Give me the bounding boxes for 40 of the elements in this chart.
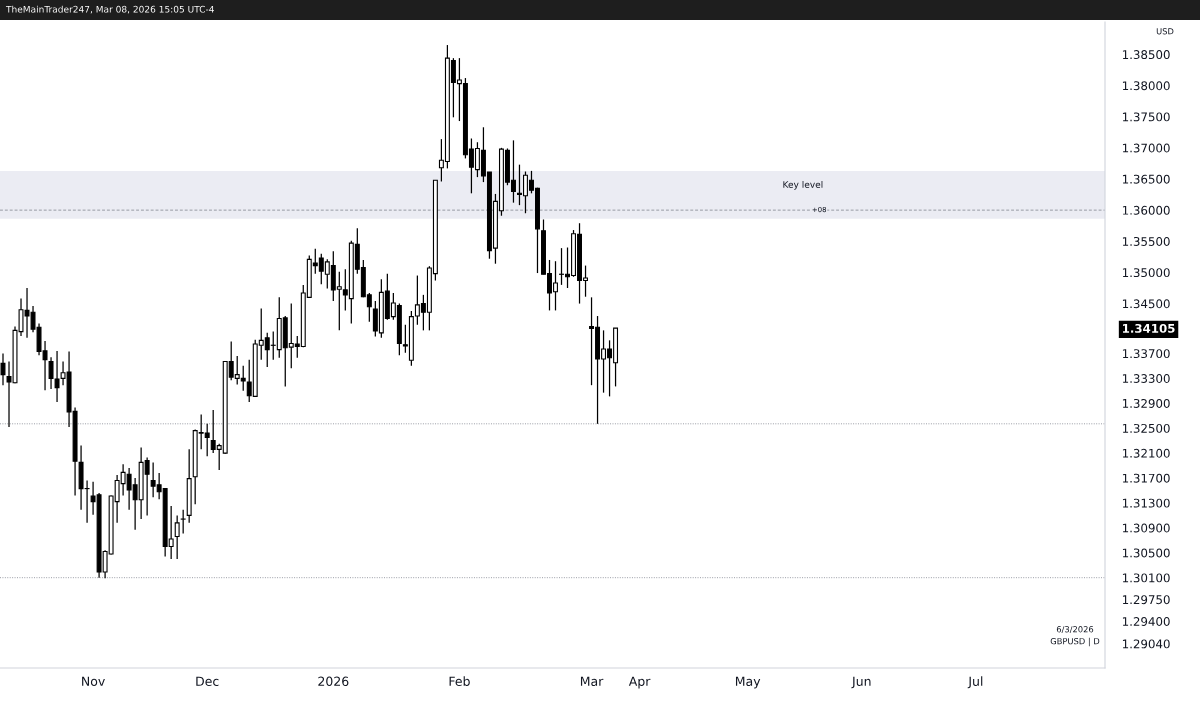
text: USD [1156, 28, 1174, 35]
y-tick-label: 1.35000 [1122, 268, 1170, 278]
y-tick-label: 1.38000 [1122, 81, 1170, 91]
x-tick-label: Jun [851, 676, 871, 689]
y-tick-label: 1.31700 [1122, 473, 1170, 483]
band-label: Key level [783, 180, 823, 190]
y-tick-label: 1.29040 [1122, 639, 1170, 649]
annotation: GBPUSD | D [1050, 637, 1100, 647]
y-tick-label: 1.32100 [1122, 448, 1170, 458]
y-tick-label: 1.30900 [1122, 523, 1170, 533]
y-tick-label: 1.30100 [1122, 573, 1170, 583]
y-tick-label: 1.36500 [1122, 174, 1170, 184]
y-tick-label: 1.35500 [1122, 237, 1170, 246]
y-tick-label: 1.32900 [1122, 398, 1170, 408]
x-tick-label: Mar [580, 676, 604, 687]
y-tick-label: 1.31300 [1122, 498, 1170, 508]
y-tick-label: 1.37500 [1122, 112, 1170, 122]
candlestick [174, 514, 180, 560]
x-tick-label: Nov [82, 676, 105, 687]
x-tick-label: 2026 [318, 676, 349, 687]
y-tick-label: 1.32500 [1122, 423, 1170, 433]
text: TheMainTrader247, Mar 08, 2026 15:05 UTC-4 [5, 5, 214, 14]
y-tick-label: 1.33300 [1122, 374, 1170, 383]
y-tick-label: 1.33700 [1122, 349, 1170, 359]
y-tick-label: 1.30500 [1122, 548, 1170, 558]
annotation: 6/3/2026 [1056, 626, 1094, 634]
y-tick-label: 1.29400 [1122, 617, 1170, 626]
candlestick [0, 352, 6, 386]
x-tick-label: Dec [196, 676, 219, 687]
x-tick-label: May [735, 676, 761, 689]
y-tick-label: 1.34500 [1122, 299, 1170, 309]
y-tick-label: 1.34105 [1123, 323, 1175, 333]
y-tick-label: 1.37000 [1122, 143, 1170, 153]
y-tick-label: 1.38500 [1122, 50, 1170, 60]
y-tick-label: 1.29750 [1122, 595, 1170, 605]
y-tick-label: 1.36000 [1122, 205, 1170, 215]
x-tick-label: Jul [967, 676, 983, 689]
candlestick [180, 509, 186, 535]
x-tick-label: Apr [628, 676, 651, 689]
x-tick-label: Feb [449, 676, 470, 687]
